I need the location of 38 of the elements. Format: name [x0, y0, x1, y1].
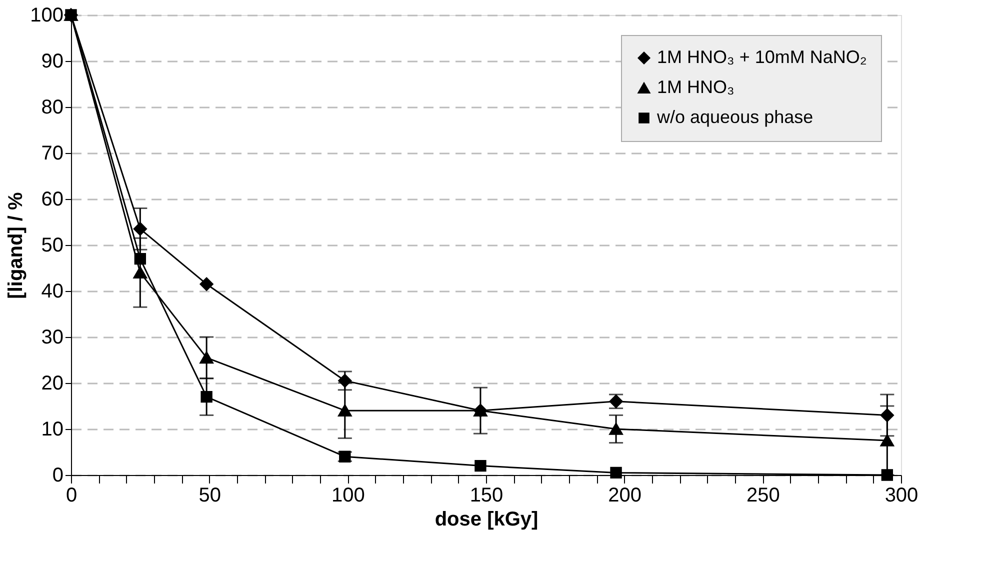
- x-tick-label: 200: [608, 484, 642, 506]
- y-tick-label: 60: [41, 188, 64, 210]
- point: [338, 404, 352, 417]
- point: [133, 222, 147, 236]
- point: [200, 390, 212, 403]
- point: [200, 277, 214, 291]
- y-tick-label: 70: [41, 142, 64, 164]
- point: [880, 408, 894, 422]
- y-tick-label: 10: [41, 418, 64, 440]
- x-tick-label: 300: [884, 484, 918, 506]
- y-tick-label: 30: [41, 326, 64, 348]
- x-tick-label: 0: [66, 484, 78, 506]
- point: [65, 9, 77, 21]
- y-tick-label: 80: [41, 96, 64, 118]
- legend-label: w/o aqueous phase: [656, 107, 814, 127]
- point: [609, 423, 623, 435]
- y-tick-label: 90: [41, 50, 64, 72]
- y-tick-label: 0: [52, 464, 64, 486]
- point: [134, 252, 146, 265]
- point: [133, 266, 147, 279]
- x-tick-label: 50: [198, 484, 221, 506]
- x-axis-title: dose [kGy]: [434, 508, 538, 530]
- point: [610, 466, 622, 479]
- x-tick-label: 100: [331, 484, 365, 506]
- point: [880, 434, 894, 446]
- y-tick-label: 40: [41, 280, 64, 302]
- point: [474, 460, 486, 472]
- x-tick-label: 150: [470, 484, 504, 506]
- point: [200, 352, 214, 364]
- y-axis-title: [ligand] / %: [5, 192, 28, 299]
- point: [881, 469, 894, 481]
- y-tick-label: 20: [41, 372, 64, 394]
- y-tick-label: 100: [30, 4, 64, 26]
- legend-label: 1M HNO₃: [657, 77, 734, 97]
- point: [338, 374, 352, 388]
- y-tick-label: 50: [41, 234, 64, 256]
- x-tick-label: 250: [746, 484, 780, 506]
- legend-label: 1M HNO₃ + 10mM NaNO₂: [657, 47, 867, 67]
